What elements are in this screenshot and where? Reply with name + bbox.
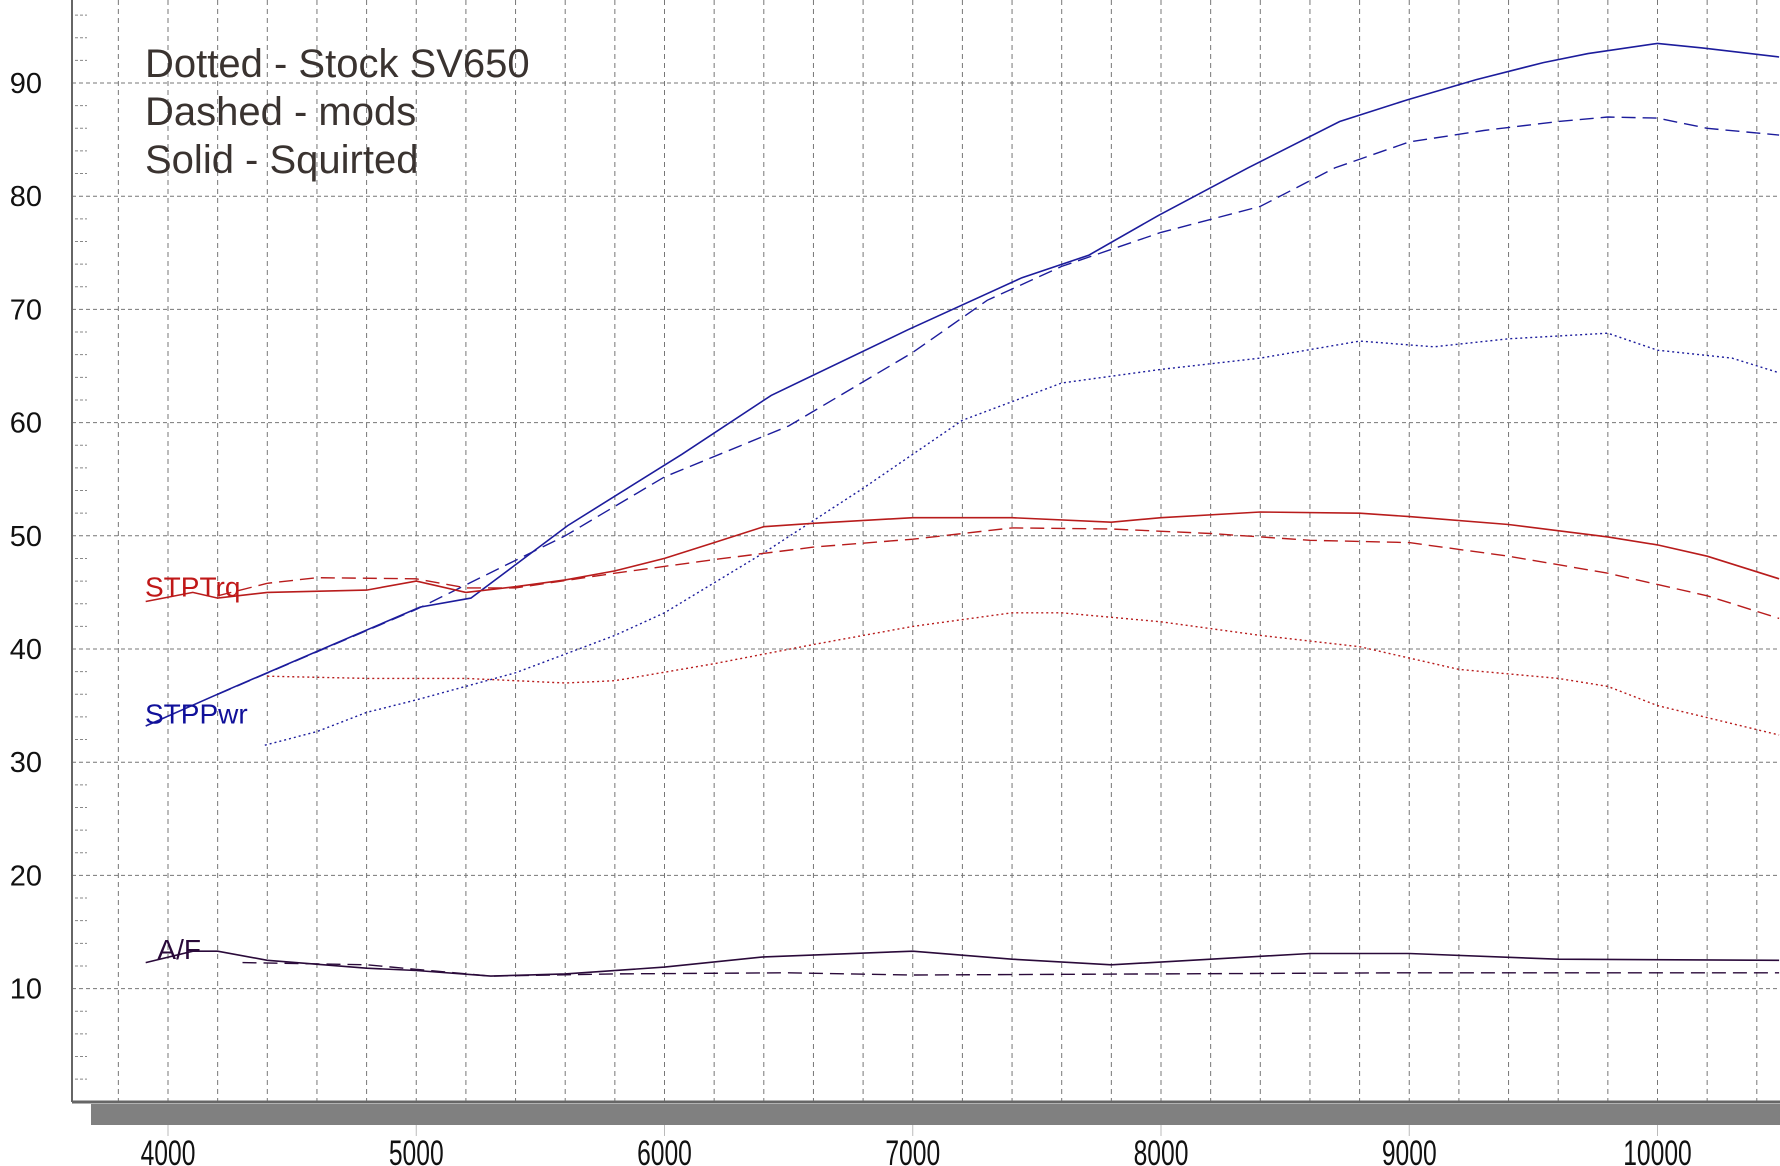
y-tick-label: 60: [10, 408, 42, 440]
x-axis-shadow-bar: [91, 1104, 1780, 1125]
y-tick-label: 40: [10, 634, 42, 666]
axes: [71, 0, 1780, 1125]
legend-note-dashed: Dashed - mods: [145, 90, 416, 134]
x-tick-label: 10000: [1623, 1135, 1692, 1166]
series-line-power-solid: [145, 42, 1780, 727]
series-line-torque-solid: [145, 511, 1780, 603]
y-tick-label: 20: [10, 860, 42, 892]
series-line-af-dashed: [242, 961, 1780, 977]
y-tick-label: 30: [10, 747, 42, 779]
y-tick-label: 10: [10, 974, 42, 1006]
channel-labels: STPTrq STPPwr A/F: [145, 572, 248, 965]
x-tick-label: 6000: [637, 1135, 692, 1166]
x-tick-label: 7000: [885, 1135, 940, 1166]
y-tick-label: 50: [10, 521, 42, 553]
legend-note-solid: Solid - Squirted: [145, 138, 418, 182]
series-line-torque-dotted: [267, 612, 1780, 736]
channel-label: STPTrq: [145, 572, 240, 603]
x-tick-label: 9000: [1382, 1135, 1437, 1166]
y-tick-label: 90: [10, 68, 42, 100]
series-lines: [145, 42, 1780, 977]
y-tick-label: 80: [10, 181, 42, 213]
x-tick-label: 4000: [141, 1135, 196, 1166]
series-line-power-dotted: [264, 332, 1780, 746]
x-tick-label: 5000: [389, 1135, 444, 1166]
channel-label: A/F: [157, 934, 201, 965]
y-tick-label: 70: [10, 294, 42, 326]
x-tick-label: 8000: [1134, 1135, 1189, 1166]
legend-note-dotted: Dotted - Stock SV650: [145, 42, 530, 86]
series-line-torque-dashed: [217, 527, 1780, 620]
series-line-af-solid: [145, 950, 1780, 977]
legend-notes: Dotted - Stock SV650 Dashed - mods Solid…: [145, 42, 530, 182]
channel-label: STPPwr: [145, 699, 248, 730]
series-line-power-dashed: [217, 116, 1780, 695]
grid: [72, 0, 1780, 1102]
tick-labels: 10 20 30 40 50 60 70 80 90 4000 5000 6000 7000 8000 90…: [10, 68, 1692, 1166]
